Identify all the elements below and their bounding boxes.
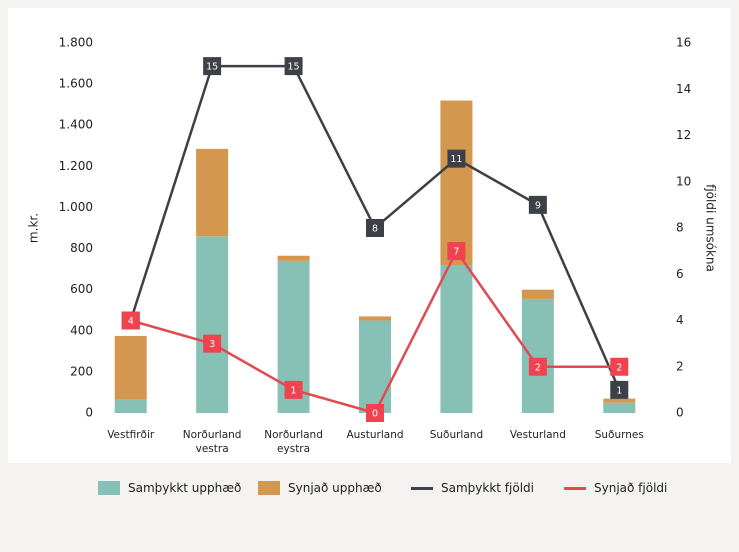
y-axis-label: m.kr. xyxy=(27,213,41,243)
bar xyxy=(603,402,636,413)
x-tick-label: Norðurland vestra xyxy=(182,429,242,455)
point-value: 2 xyxy=(535,362,541,373)
bar xyxy=(196,236,229,413)
point-label: 11 xyxy=(447,149,466,168)
point-label: 7 xyxy=(447,242,466,261)
point-value: 3 xyxy=(209,339,215,350)
point-label: 15 xyxy=(203,57,222,76)
bar xyxy=(521,298,554,413)
legend-item: Samþykkt fjöldi xyxy=(411,481,534,495)
y-tick-label: 0 xyxy=(85,406,93,420)
y-tick-label: 400 xyxy=(70,323,93,337)
point-label: 3 xyxy=(203,334,222,353)
bar xyxy=(114,399,147,413)
point-value: 9 xyxy=(535,200,541,211)
y-tick-label: 1.800 xyxy=(59,36,93,50)
y-tick-label: 800 xyxy=(70,241,93,255)
bar xyxy=(196,148,229,237)
y2-axis-label: fjöldi umsókna xyxy=(704,184,718,272)
point-value: 0 xyxy=(372,409,378,420)
legend-swatch xyxy=(564,486,586,490)
y2-tick-label: 8 xyxy=(676,221,684,235)
y2-tick-label: 0 xyxy=(676,406,684,420)
legend-label: Samþykkt fjöldi xyxy=(441,481,534,495)
point-label: 1 xyxy=(610,380,629,399)
point-box xyxy=(366,219,384,237)
point-label: 4 xyxy=(121,311,140,330)
point-value: 11 xyxy=(450,154,462,165)
legend-label: Samþykkt upphæð xyxy=(128,481,242,495)
y-tick-label: 600 xyxy=(70,282,93,296)
x-tick-label: Suðurland xyxy=(429,429,484,441)
y-tick-label: 1.600 xyxy=(59,77,93,91)
point-box xyxy=(366,404,384,422)
bar xyxy=(440,100,473,265)
y-tick-label: 1.000 xyxy=(59,200,93,214)
y2-tick-label: 14 xyxy=(676,82,691,96)
y2-tick-label: 12 xyxy=(676,128,691,142)
point-box xyxy=(121,311,140,330)
legend-item: Synjað fjöldi xyxy=(564,481,667,495)
y2-tick-label: 6 xyxy=(676,267,684,281)
bar xyxy=(359,316,391,321)
legend-swatch xyxy=(98,481,120,495)
point-label: 1 xyxy=(284,380,303,399)
y2-tick-label: 2 xyxy=(676,359,684,373)
point-value: 2 xyxy=(616,362,622,373)
x-tick-label: Vesturland xyxy=(509,429,566,441)
point-box xyxy=(284,57,303,76)
point-value: 15 xyxy=(206,62,218,73)
x-tick-label: Norðurland eystra xyxy=(264,429,323,455)
legend-item: Samþykkt upphæð xyxy=(98,481,241,495)
point-box xyxy=(447,149,466,168)
y-tick-label: 1.200 xyxy=(59,159,93,173)
y2-tick-label: 4 xyxy=(676,313,684,327)
point-box xyxy=(203,334,222,353)
bar xyxy=(603,398,636,403)
point-label: 9 xyxy=(528,195,547,214)
point-value: 8 xyxy=(372,224,378,235)
y-tick-label: 1.400 xyxy=(59,118,93,132)
y2-tick-label: 10 xyxy=(676,174,691,188)
point-value: 1 xyxy=(616,385,622,396)
bar xyxy=(114,335,147,400)
point-box xyxy=(284,380,303,399)
legend-swatch xyxy=(258,481,280,495)
point-box xyxy=(528,357,547,376)
point-label: 2 xyxy=(610,357,629,376)
bar xyxy=(359,320,391,413)
point-label: 15 xyxy=(284,57,303,76)
bar xyxy=(440,265,473,413)
point-value: 7 xyxy=(453,247,459,258)
y-tick-label: 200 xyxy=(70,364,93,378)
point-label: 8 xyxy=(366,219,384,237)
point-box xyxy=(610,380,629,399)
point-value: 15 xyxy=(288,62,300,73)
point-box xyxy=(447,242,466,261)
bar xyxy=(277,255,310,261)
x-tick-label: Suðurnes xyxy=(594,429,644,441)
x-tick-label: Vestfirðir xyxy=(107,429,155,441)
point-value: 1 xyxy=(291,385,297,396)
legend-label: Synjað fjöldi xyxy=(594,481,668,495)
x-tick-label: Austurland xyxy=(346,429,404,441)
point-value: 4 xyxy=(128,316,134,327)
legend-label: Synjað upphæð xyxy=(288,481,382,495)
point-label: 0 xyxy=(366,404,384,422)
bar xyxy=(521,289,554,299)
point-box xyxy=(528,195,547,214)
legend-item: Synjað upphæð xyxy=(258,481,382,495)
point-label: 2 xyxy=(528,357,547,376)
point-box xyxy=(203,57,222,76)
point-box xyxy=(610,357,629,376)
y2-tick-label: 16 xyxy=(676,36,691,50)
legend-swatch xyxy=(411,486,433,490)
